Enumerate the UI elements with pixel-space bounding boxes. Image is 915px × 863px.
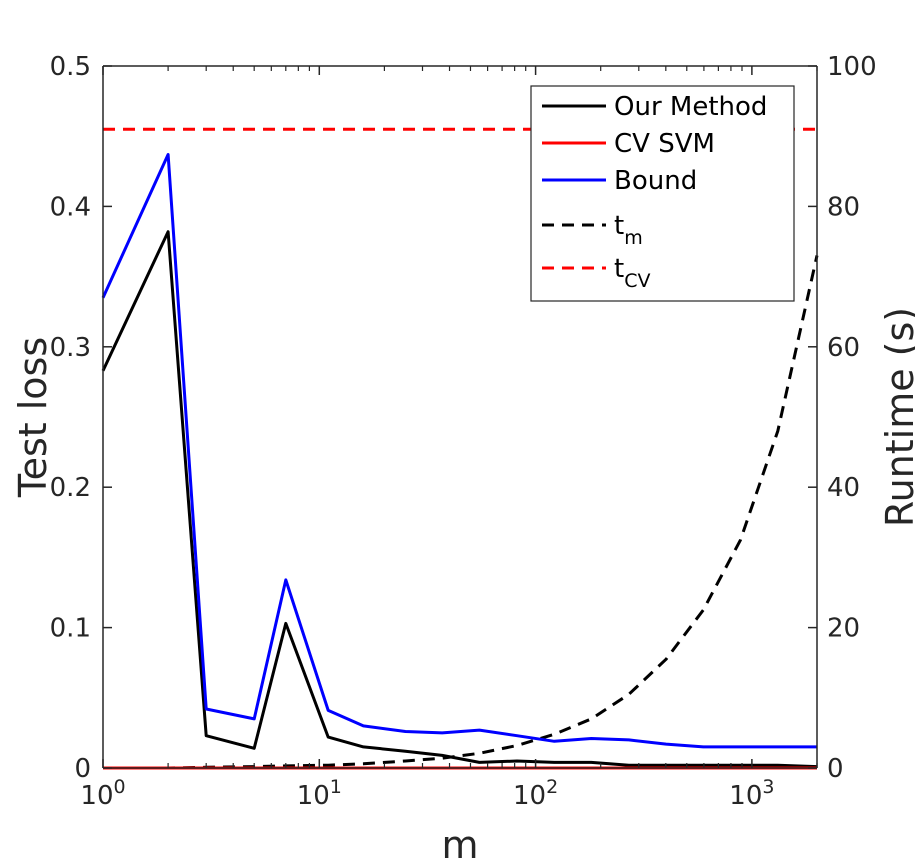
- y-left-tick-label: 0.1: [50, 614, 91, 644]
- y-left-tick-label: 0.5: [50, 52, 91, 82]
- y-left-tick-label: 0.2: [50, 473, 91, 503]
- y-left-tick-label: 0: [74, 754, 91, 784]
- y-right-tick-label: 100: [827, 52, 877, 82]
- legend-label-t-m: tm: [614, 211, 643, 249]
- legend-label-bound: Bound: [614, 166, 697, 196]
- y-right-tick-label: 0: [827, 754, 844, 784]
- y-right-tick-label: 20: [827, 614, 860, 644]
- y-left-axis-title: Test loss: [11, 337, 55, 498]
- y-right-tick-label: 40: [827, 473, 860, 503]
- series-line-t-m: [103, 255, 819, 770]
- x-tick-label: 102: [513, 776, 558, 811]
- y-right-tick-label: 60: [827, 333, 860, 363]
- x-tick-label: 100: [80, 776, 125, 811]
- x-tick-label: 103: [729, 776, 774, 811]
- y-right-axis-title: Runtime (s): [878, 307, 915, 527]
- legend-label-t-cv: tCV: [614, 254, 650, 292]
- series-line-our-method: [101, 230, 818, 769]
- y-left-tick-label: 0.3: [50, 333, 91, 363]
- y-right-tick-label: 80: [827, 192, 860, 222]
- x-tick-label: 101: [297, 776, 342, 811]
- legend-label-cv-svm: CV SVM: [614, 129, 715, 159]
- series-line-bound: [101, 153, 817, 749]
- y-left-tick-label: 0.4: [50, 192, 91, 222]
- x-axis-title: m: [441, 823, 478, 863]
- legend-box: [530, 85, 795, 302]
- legend-label-our-method: Our Method: [614, 92, 767, 122]
